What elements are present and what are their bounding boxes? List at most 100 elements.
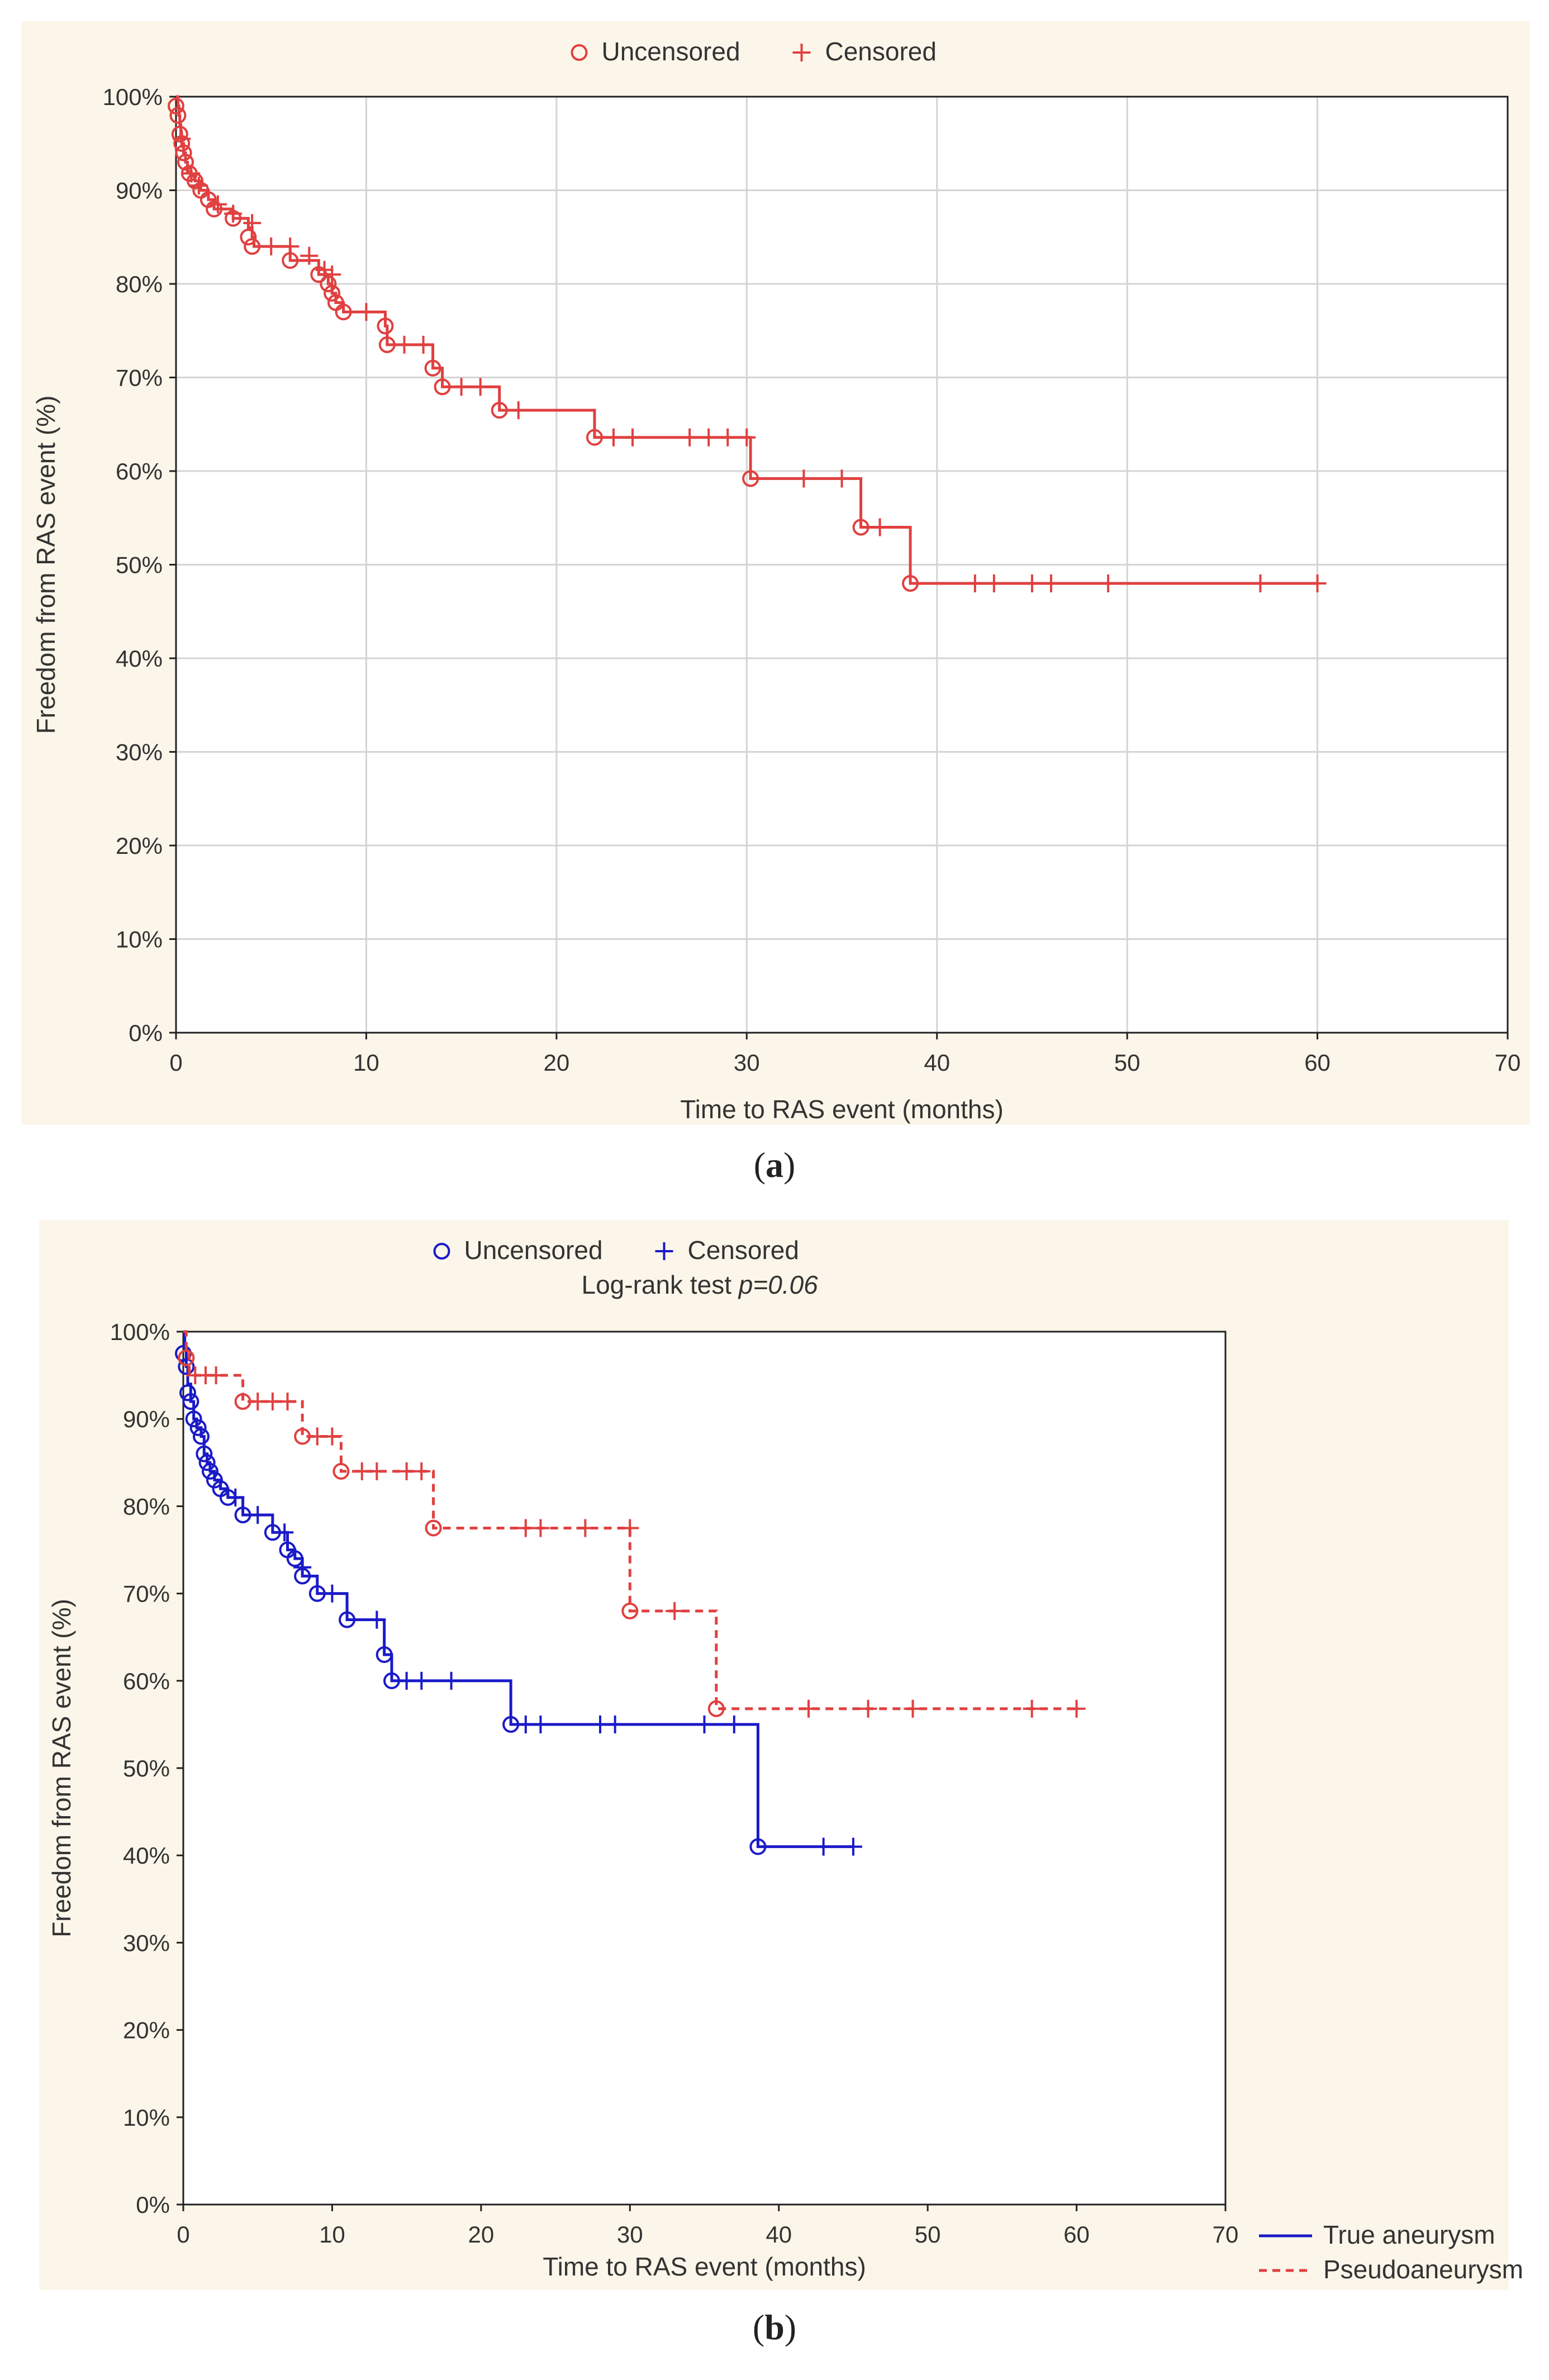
caption-a: (a) <box>719 1144 830 1186</box>
caption-a-open: ( <box>753 1145 766 1185</box>
censored-point <box>243 214 262 232</box>
censored-point <box>725 1715 743 1733</box>
censored-point <box>395 335 414 354</box>
chart-panel-b: 0 10 20 30 40 50 60 70 0% 10% 20% 30% 40% 50% 60% 70% 80… <box>39 1220 1523 2290</box>
censored-point <box>323 1427 341 1446</box>
censored-point <box>224 205 243 223</box>
y-tick-label: 100% <box>103 84 163 110</box>
legend-censored-marker <box>655 1242 673 1260</box>
y-tick-label: 20% <box>123 2017 170 2044</box>
series-legend-label: Pseudoaneurysm <box>1323 2255 1523 2284</box>
censored-point <box>531 1519 550 1537</box>
censored-point <box>412 1671 431 1690</box>
censored-point <box>800 1699 818 1718</box>
uncensored-point <box>244 238 261 255</box>
x-tick-label: 10 <box>353 1049 379 1076</box>
censored-point <box>249 1506 267 1524</box>
legend-censored-marker <box>792 44 811 61</box>
legend-censored-label: Censored <box>688 1236 799 1265</box>
y-tick-label: 0% <box>129 1020 163 1046</box>
censored-point <box>531 1715 550 1733</box>
censored-point <box>323 1584 341 1603</box>
uncensored-point <box>324 284 341 302</box>
uncensored-point <box>339 1611 356 1628</box>
uncensored-point <box>902 575 919 592</box>
censored-point <box>323 265 341 284</box>
uncensored-point <box>196 1445 213 1462</box>
uncensored-point <box>206 1471 223 1489</box>
censored-point <box>666 1602 684 1620</box>
caption-b-open: ( <box>752 2307 765 2347</box>
y-tick-label: 70% <box>116 365 163 391</box>
uncensored-point <box>621 1602 639 1619</box>
uncensored-point <box>742 470 759 487</box>
censored-point <box>576 1519 595 1537</box>
x-tick-label: 40 <box>924 1049 950 1076</box>
y-tick-label: 30% <box>123 1930 170 1956</box>
x-tick-label: 60 <box>1063 2221 1090 2248</box>
uncensored-point <box>707 1700 725 1717</box>
chart-panel-a: 0 10 20 30 40 50 60 70 0% 10% 20% 30% 40% 50% 60% 70% 80… <box>21 21 1530 1125</box>
legend-uncensored-marker <box>433 1243 450 1260</box>
x-axis-label: Time to RAS event (months) <box>543 2252 866 2281</box>
log-rank-p-value: p=0.06 <box>738 1270 818 1299</box>
y-tick-label: 50% <box>123 1755 170 1782</box>
uncensored-point <box>434 378 451 396</box>
censored-point <box>368 1462 386 1480</box>
censored-point <box>368 1611 386 1629</box>
censored-point <box>738 428 756 446</box>
censored-point <box>814 1837 833 1856</box>
uncensored-point <box>852 519 869 536</box>
x-axis-label: Time to RAS event (months) <box>680 1095 1004 1124</box>
censored-point <box>275 1523 294 1542</box>
legend-uncensored-label: Uncensored <box>602 37 740 66</box>
y-tick-label: 80% <box>123 1493 170 1519</box>
x-tick-label: 70 <box>1495 1049 1521 1076</box>
censored-point <box>1023 574 1041 592</box>
censored-point <box>681 428 699 446</box>
uncensored-point <box>198 1454 216 1471</box>
uncensored-point <box>192 1428 210 1445</box>
uncensored-point <box>168 97 184 115</box>
censored-point <box>509 401 528 420</box>
x-tick-label: 30 <box>617 2221 643 2248</box>
censored-point <box>719 428 737 446</box>
uncensored-point <box>185 1410 202 1428</box>
uncensored-point <box>175 144 192 161</box>
caption-b: (b) <box>719 2307 830 2348</box>
uncensored-point <box>178 1358 195 1375</box>
uncensored-point <box>425 1519 442 1537</box>
uncensored-point <box>320 275 337 292</box>
uncensored-point <box>335 303 352 321</box>
uncensored-point <box>586 429 603 446</box>
censored-point <box>173 130 191 148</box>
x-tick-label: 10 <box>319 2221 345 2248</box>
y-tick-label: 20% <box>116 833 163 859</box>
censored-point <box>621 1519 639 1537</box>
uncensored-point <box>179 1384 196 1402</box>
y-axis-label: Freedom from RAS event (%) <box>47 1599 76 1937</box>
censored-point <box>700 428 718 446</box>
censored-point <box>871 518 889 536</box>
censored-point <box>262 237 281 255</box>
uncensored-point <box>201 1462 218 1480</box>
y-tick-label: 50% <box>116 552 163 578</box>
caption-b-letter: b <box>764 2307 785 2347</box>
x-tick-label: 40 <box>766 2221 792 2248</box>
y-tick-label: 60% <box>116 458 163 484</box>
censored-point <box>300 246 319 265</box>
x-tick-label: 50 <box>915 2221 941 2248</box>
uncensored-point <box>378 336 396 353</box>
censored-point <box>357 303 376 321</box>
x-tick-label: 0 <box>169 1049 182 1076</box>
y-tick-label: 90% <box>123 1406 170 1432</box>
kaplan-meier-chart-a: 0 10 20 30 40 50 60 70 0% 10% 20% 30% 40% 50% 60% 70% 80… <box>31 37 1521 1124</box>
x-tick-label: 20 <box>468 2221 494 2248</box>
censored-point <box>1099 574 1118 592</box>
x-tick-label: 60 <box>1304 1049 1331 1076</box>
y-tick-label: 90% <box>116 178 163 204</box>
uncensored-point <box>171 126 188 142</box>
censored-point <box>293 1558 312 1576</box>
x-tick-label: 70 <box>1213 2221 1239 2248</box>
y-tick-label: 30% <box>116 739 163 766</box>
